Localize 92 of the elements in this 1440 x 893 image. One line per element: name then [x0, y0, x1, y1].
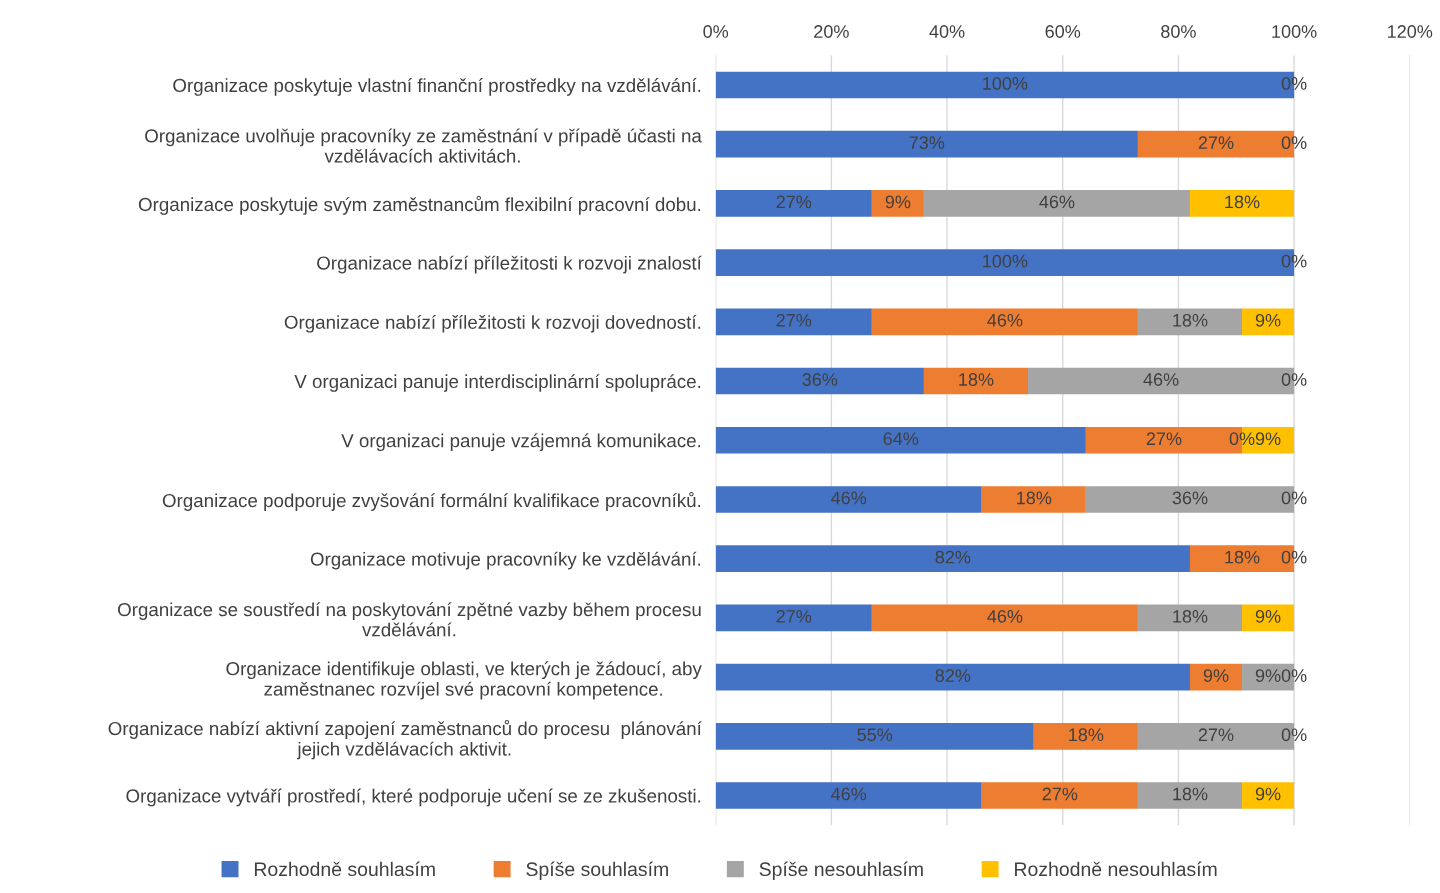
bar [1242, 782, 1295, 809]
bar [715, 604, 872, 632]
y-tick-label: Organizace poskytuje vlastní finanční prostředky na vzdělávání. [173, 78, 701, 96]
data-label: 82% [935, 669, 971, 682]
data-label: 18% [1225, 195, 1260, 209]
data-label: 73% [909, 136, 945, 150]
legend-label: Spíše souhlasím [526, 861, 668, 880]
data-label: 0% [1229, 432, 1255, 446]
x-tick-label: 20% [814, 25, 849, 38]
legend-label: Spíše nesouhlasím [759, 861, 923, 880]
legend-label: Rozhodně nesouhlasím [1015, 861, 1217, 877]
bar [715, 426, 1086, 454]
bar [1189, 190, 1295, 217]
y-tick-label: Organizace nabízí příležitosti k rozvoji znalostí [317, 255, 702, 274]
x-tick-label: 120% [1388, 25, 1433, 38]
bar [715, 486, 982, 513]
bar [923, 367, 1029, 395]
bar [871, 604, 1138, 632]
data-label: 18% [959, 373, 994, 386]
data-label: 9% [1255, 669, 1281, 682]
data-label: 46% [1143, 373, 1179, 386]
y-tick-label: Organizace identifikuje oblasti, ve kterých je žádoucí, aby zaměstnanec rozvíjel své pracovní kompetence. [226, 661, 702, 700]
x-tick-label: 40% [929, 25, 965, 38]
data-label: 0% [1281, 491, 1307, 505]
data-label: 46% [1039, 195, 1075, 209]
bar [871, 190, 924, 217]
data-label: 36% [802, 373, 838, 386]
bar [923, 190, 1190, 217]
data-label: 27% [776, 195, 812, 209]
y-tick-label: Organizace se soustředí na poskytování zpětné vazby během procesu vzdělávání. [118, 602, 701, 637]
data-label: 27% [776, 313, 812, 327]
data-label: 27% [1198, 728, 1234, 742]
data-label: 18% [1173, 787, 1208, 801]
data-label: 46% [831, 491, 867, 505]
bar [1242, 604, 1295, 632]
bar [981, 782, 1138, 809]
x-tick-label: 0% [703, 25, 729, 38]
data-label: 55% [857, 728, 893, 742]
x-tick-label: 60% [1045, 25, 1081, 38]
y-tick-label: Organizace uvolňuje pracovníky ze zaměstnání v případě účasti na vzdělávacích aktivitách. [145, 128, 702, 163]
data-label: 27% [776, 609, 812, 623]
data-label: 46% [987, 313, 1023, 327]
bar [871, 308, 1138, 336]
data-label: 46% [987, 609, 1023, 623]
bar [715, 130, 1138, 158]
data-label: 9% [1255, 432, 1281, 446]
data-label: 46% [831, 787, 867, 801]
bar [715, 782, 982, 809]
x-tick-label: 100% [1272, 25, 1317, 38]
y-tick-label: Organizace nabízí příležitosti k rozvoji dovedností. [284, 314, 701, 333]
data-label: 9% [1203, 669, 1229, 682]
data-label: 100% [983, 254, 1028, 268]
data-label: 27% [1042, 787, 1078, 801]
y-tick-label: V organizaci panuje interdisciplinární spolupráce. [294, 374, 701, 392]
data-label: 9% [1255, 609, 1281, 623]
bar [715, 545, 1190, 572]
bar [715, 367, 924, 395]
bar [1242, 308, 1295, 336]
data-label: 64% [883, 432, 919, 446]
data-label: 82% [935, 550, 971, 564]
data-label: 18% [1173, 609, 1208, 623]
data-label: 9% [1255, 313, 1281, 327]
y-tick-label: Organizace vytváří prostředí, které podporuje učení se ze zkušenosti. [126, 788, 701, 807]
bar [715, 663, 1190, 691]
data-label: 18% [1017, 491, 1052, 505]
data-label: 27% [1146, 432, 1182, 446]
y-tick-label: Organizace nabízí aktivní zapojení zaměstnanců do procesu plánování jejich vzdělávacích aktivit. [108, 719, 702, 760]
bar [1137, 782, 1243, 809]
y-tick-label: Organizace motivuje pracovníky ke vzdělávání. [310, 551, 701, 570]
data-label: 18% [1225, 550, 1260, 564]
data-label: 18% [1173, 313, 1208, 327]
bar [715, 190, 872, 217]
data-label: 9% [1255, 787, 1281, 801]
data-label: 100% [983, 77, 1028, 90]
data-label: 0% [1281, 669, 1307, 682]
y-tick-label: Organizace poskytuje svým zaměstnancům flexibilní pracovní dobu. [138, 195, 701, 215]
bar [1137, 308, 1243, 336]
data-label: 36% [1172, 491, 1208, 505]
data-label: 27% [1198, 136, 1234, 149]
data-label: 18% [1069, 728, 1104, 742]
bar [715, 722, 1034, 750]
bar [981, 486, 1086, 513]
legend-label: Rozhodně souhlasím [254, 861, 435, 877]
y-tick-label: V organizaci panuje vzájemná komunikace. [341, 433, 701, 452]
data-label: 0% [1281, 373, 1307, 386]
y-tick-label: Organizace podporuje zvyšování formální kvalifikace pracovníků. [162, 491, 701, 511]
data-label: 9% [885, 195, 911, 209]
bar [715, 308, 872, 336]
bar [1033, 722, 1138, 750]
x-tick-label: 80% [1161, 25, 1196, 38]
bar [1137, 604, 1243, 632]
data-label: 0% [1281, 728, 1307, 742]
